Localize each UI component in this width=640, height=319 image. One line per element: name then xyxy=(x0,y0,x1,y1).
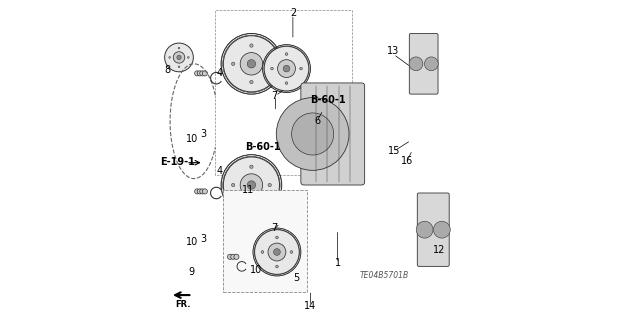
Circle shape xyxy=(250,80,253,84)
Circle shape xyxy=(230,254,236,259)
Circle shape xyxy=(264,46,309,91)
Text: B-60-1: B-60-1 xyxy=(310,95,346,106)
Circle shape xyxy=(173,52,185,63)
Text: 14: 14 xyxy=(304,301,317,311)
Circle shape xyxy=(240,174,262,196)
Circle shape xyxy=(275,250,279,254)
Text: 7: 7 xyxy=(271,91,278,101)
Text: 1: 1 xyxy=(335,258,340,268)
Circle shape xyxy=(232,62,235,65)
Text: 15: 15 xyxy=(388,145,400,156)
Circle shape xyxy=(255,230,300,274)
Circle shape xyxy=(285,82,288,85)
Circle shape xyxy=(271,67,273,70)
Circle shape xyxy=(276,236,278,239)
Circle shape xyxy=(261,251,264,253)
Text: 11: 11 xyxy=(242,185,254,195)
Text: E-19-1: E-19-1 xyxy=(159,157,195,167)
Circle shape xyxy=(178,47,180,49)
Text: 8: 8 xyxy=(164,65,171,75)
Circle shape xyxy=(250,165,253,168)
FancyBboxPatch shape xyxy=(301,83,365,185)
Circle shape xyxy=(416,221,433,238)
Text: 6: 6 xyxy=(314,116,321,126)
Circle shape xyxy=(409,57,423,71)
Text: 4: 4 xyxy=(216,166,223,176)
Circle shape xyxy=(300,67,302,70)
Circle shape xyxy=(169,56,170,58)
Circle shape xyxy=(200,189,205,194)
Circle shape xyxy=(276,265,278,268)
Circle shape xyxy=(195,189,200,194)
Circle shape xyxy=(197,189,202,194)
Circle shape xyxy=(247,181,255,189)
Circle shape xyxy=(280,62,294,76)
Circle shape xyxy=(202,71,207,76)
Bar xyxy=(223,190,307,292)
Circle shape xyxy=(232,183,235,187)
Circle shape xyxy=(197,71,202,76)
Circle shape xyxy=(276,98,349,170)
Circle shape xyxy=(188,56,189,58)
Circle shape xyxy=(433,221,451,238)
Circle shape xyxy=(249,61,254,66)
Circle shape xyxy=(278,60,296,78)
Circle shape xyxy=(292,113,333,155)
Circle shape xyxy=(164,43,193,72)
Text: 5: 5 xyxy=(293,272,300,283)
Text: 10: 10 xyxy=(186,237,198,248)
Circle shape xyxy=(178,66,180,68)
Circle shape xyxy=(250,202,253,205)
Circle shape xyxy=(268,183,271,187)
FancyBboxPatch shape xyxy=(417,193,449,266)
Circle shape xyxy=(227,254,232,259)
Text: 13: 13 xyxy=(387,46,399,56)
Circle shape xyxy=(223,36,280,92)
Circle shape xyxy=(268,62,271,65)
Text: 10: 10 xyxy=(250,264,262,275)
FancyBboxPatch shape xyxy=(410,33,438,94)
Circle shape xyxy=(290,251,292,253)
Text: 9: 9 xyxy=(189,267,195,277)
Circle shape xyxy=(284,66,289,71)
Text: 12: 12 xyxy=(433,245,445,256)
Circle shape xyxy=(270,245,284,259)
Text: 7: 7 xyxy=(271,223,278,233)
Text: TE04B5701B: TE04B5701B xyxy=(359,271,408,280)
Circle shape xyxy=(202,189,207,194)
Circle shape xyxy=(200,71,205,76)
Circle shape xyxy=(273,249,280,255)
Circle shape xyxy=(177,55,181,60)
Circle shape xyxy=(250,44,253,47)
Circle shape xyxy=(249,182,254,188)
Circle shape xyxy=(247,60,255,68)
Text: B-60-1: B-60-1 xyxy=(245,142,281,152)
Text: FR.: FR. xyxy=(175,300,191,309)
Text: 2: 2 xyxy=(291,8,297,18)
Text: 3: 3 xyxy=(200,129,207,139)
Circle shape xyxy=(285,53,288,56)
Circle shape xyxy=(240,53,262,75)
Circle shape xyxy=(234,254,239,259)
Text: 10: 10 xyxy=(186,134,198,144)
Circle shape xyxy=(283,65,290,72)
Circle shape xyxy=(223,157,280,213)
Text: 16: 16 xyxy=(401,156,413,166)
Text: 3: 3 xyxy=(200,234,207,244)
Text: 4: 4 xyxy=(216,68,223,78)
Circle shape xyxy=(243,176,260,194)
Circle shape xyxy=(243,55,260,73)
Circle shape xyxy=(195,71,200,76)
Circle shape xyxy=(424,57,438,71)
Circle shape xyxy=(268,243,286,261)
